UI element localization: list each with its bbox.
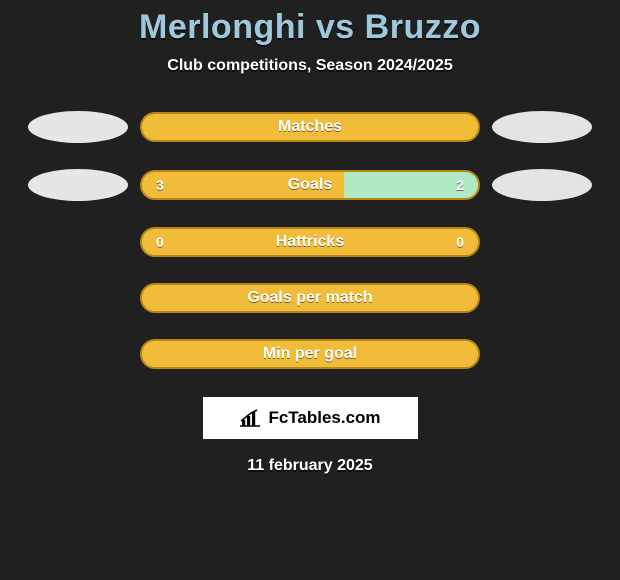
- comparison-infographic: Merlonghi vs Bruzzo Club competitions, S…: [0, 0, 620, 475]
- barchart-icon: [239, 409, 261, 427]
- stat-row: Goals per match: [16, 283, 604, 313]
- stat-bar: Hattricks0 0: [140, 227, 480, 257]
- stat-bar: Matches: [140, 112, 480, 142]
- stat-left-value: 0: [156, 229, 164, 255]
- spacer: [16, 354, 140, 355]
- stat-left-value: 3: [156, 172, 164, 198]
- date: 11 february 2025: [247, 457, 372, 475]
- stat-row: Min per goal: [16, 339, 604, 369]
- left-ellipse: [28, 169, 128, 201]
- spacer: [16, 242, 140, 243]
- page-title: Merlonghi vs Bruzzo: [139, 8, 481, 47]
- logo-box: FcTables.com: [203, 397, 418, 439]
- left-ellipse: [28, 111, 128, 143]
- stat-row: Hattricks0 0: [16, 227, 604, 257]
- stat-bar: Min per goal: [140, 339, 480, 369]
- logo: FcTables.com: [239, 408, 380, 428]
- stat-label: Hattricks: [142, 229, 478, 255]
- stat-bar: Goals3 2: [140, 170, 480, 200]
- stat-right-value: 0: [456, 229, 464, 255]
- stat-bar: Goals per match: [140, 283, 480, 313]
- stat-right-value: 2: [456, 172, 464, 198]
- stat-label: Goals per match: [142, 285, 478, 311]
- page-subtitle: Club competitions, Season 2024/2025: [167, 57, 452, 75]
- stat-rows: Matches Goals3 2 Hattricks0 0 Goals per match…: [16, 111, 604, 395]
- stat-row: Matches: [16, 111, 604, 143]
- spacer: [480, 242, 604, 243]
- right-ellipse: [492, 111, 592, 143]
- right-ellipse: [492, 169, 592, 201]
- spacer: [16, 298, 140, 299]
- spacer: [480, 298, 604, 299]
- spacer: [480, 354, 604, 355]
- stat-row: Goals3 2: [16, 169, 604, 201]
- stat-label: Goals: [142, 172, 478, 198]
- stat-label: Min per goal: [142, 341, 478, 367]
- stat-label: Matches: [142, 114, 478, 140]
- logo-text: FcTables.com: [268, 408, 380, 428]
